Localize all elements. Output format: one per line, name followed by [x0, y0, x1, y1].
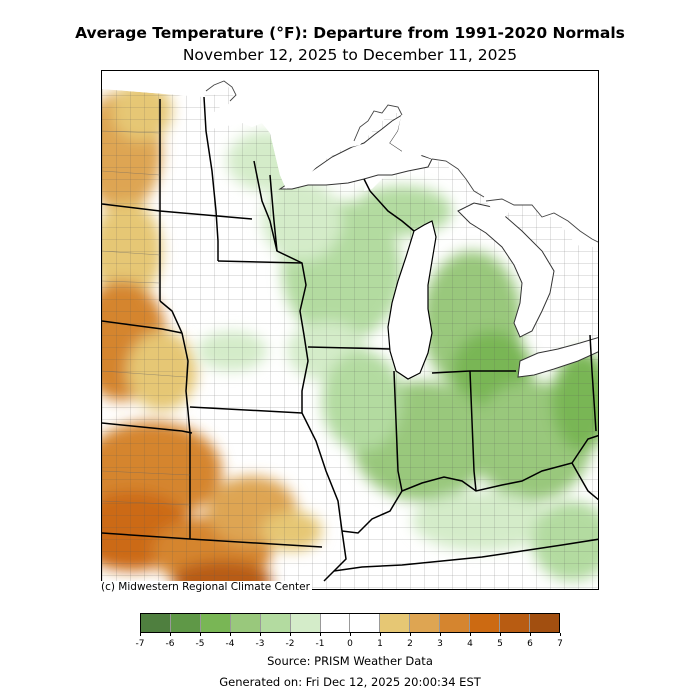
legend-swatch — [440, 614, 471, 632]
temperature-departure-map — [102, 71, 598, 589]
legend-tick-label: -7 — [130, 633, 150, 649]
great-lakes — [278, 113, 598, 380]
legend-swatch — [470, 614, 501, 632]
map-subtitle: November 12, 2025 to December 11, 2025 — [182, 46, 518, 64]
legend-swatch — [200, 614, 231, 632]
legend-swatch — [529, 614, 559, 632]
legend-swatch — [141, 614, 171, 632]
legend-tick-label: 4 — [460, 633, 480, 649]
map-credit: (c) Midwestern Regional Climate Center — [101, 581, 312, 593]
generated-timestamp: Generated on: Fri Dec 12, 2025 20:00:34 … — [219, 675, 481, 689]
legend-swatch — [170, 614, 201, 632]
legend-swatch — [350, 614, 381, 632]
legend-tick-label: 7 — [550, 633, 570, 649]
legend-colorbar — [140, 613, 560, 633]
legend-tick-labels: -7 -6 -5 -4 -3 -2 -1 0 1 2 3 4 5 6 7 — [136, 633, 563, 649]
legend-tick-label: 1 — [370, 633, 390, 649]
legend-tick-label: -3 — [250, 633, 270, 649]
legend-tick-label: -2 — [280, 633, 300, 649]
map-title: Average Temperature (°F): Departure from… — [75, 24, 625, 42]
legend-swatch — [290, 614, 321, 632]
legend-swatch — [320, 614, 351, 632]
legend-tick-label: 2 — [400, 633, 420, 649]
legend-tick-label: 5 — [490, 633, 510, 649]
legend-tick-label: 3 — [430, 633, 450, 649]
map-panel — [101, 70, 599, 590]
legend-swatch — [410, 614, 441, 632]
legend-tick-label: -5 — [190, 633, 210, 649]
legend-tick-label: -4 — [220, 633, 240, 649]
legend-swatch — [500, 614, 530, 632]
legend-tick-label: -1 — [310, 633, 330, 649]
legend-swatch — [260, 614, 291, 632]
state-boundaries — [102, 96, 598, 582]
legend-swatch — [380, 614, 411, 632]
data-source: Source: PRISM Weather Data — [267, 654, 433, 668]
legend-tick-label: -6 — [160, 633, 180, 649]
legend-swatch — [230, 614, 261, 632]
legend-tick-label: 6 — [520, 633, 540, 649]
legend-tick-label: 0 — [340, 633, 360, 649]
